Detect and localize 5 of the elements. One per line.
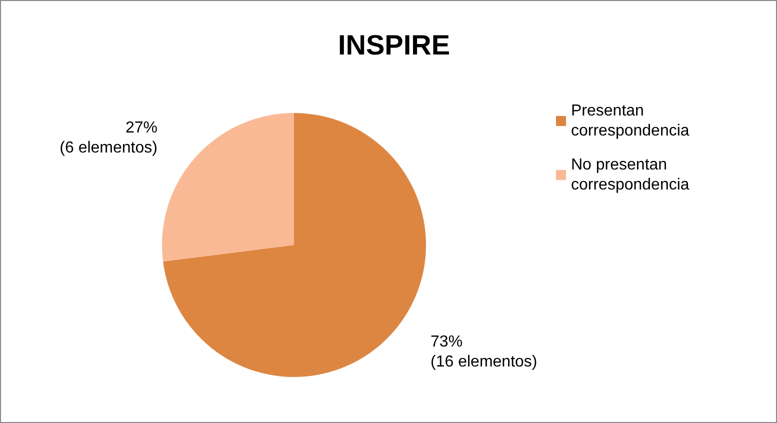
data-label: 27% (6 elementos) xyxy=(60,119,158,156)
legend-label: Presentan correspondencia xyxy=(571,102,690,140)
chart-title: INSPIRE xyxy=(338,30,450,60)
data-label: 73% (16 elementos) xyxy=(430,334,538,371)
legend-label: No presentan correspondencia xyxy=(571,156,690,194)
